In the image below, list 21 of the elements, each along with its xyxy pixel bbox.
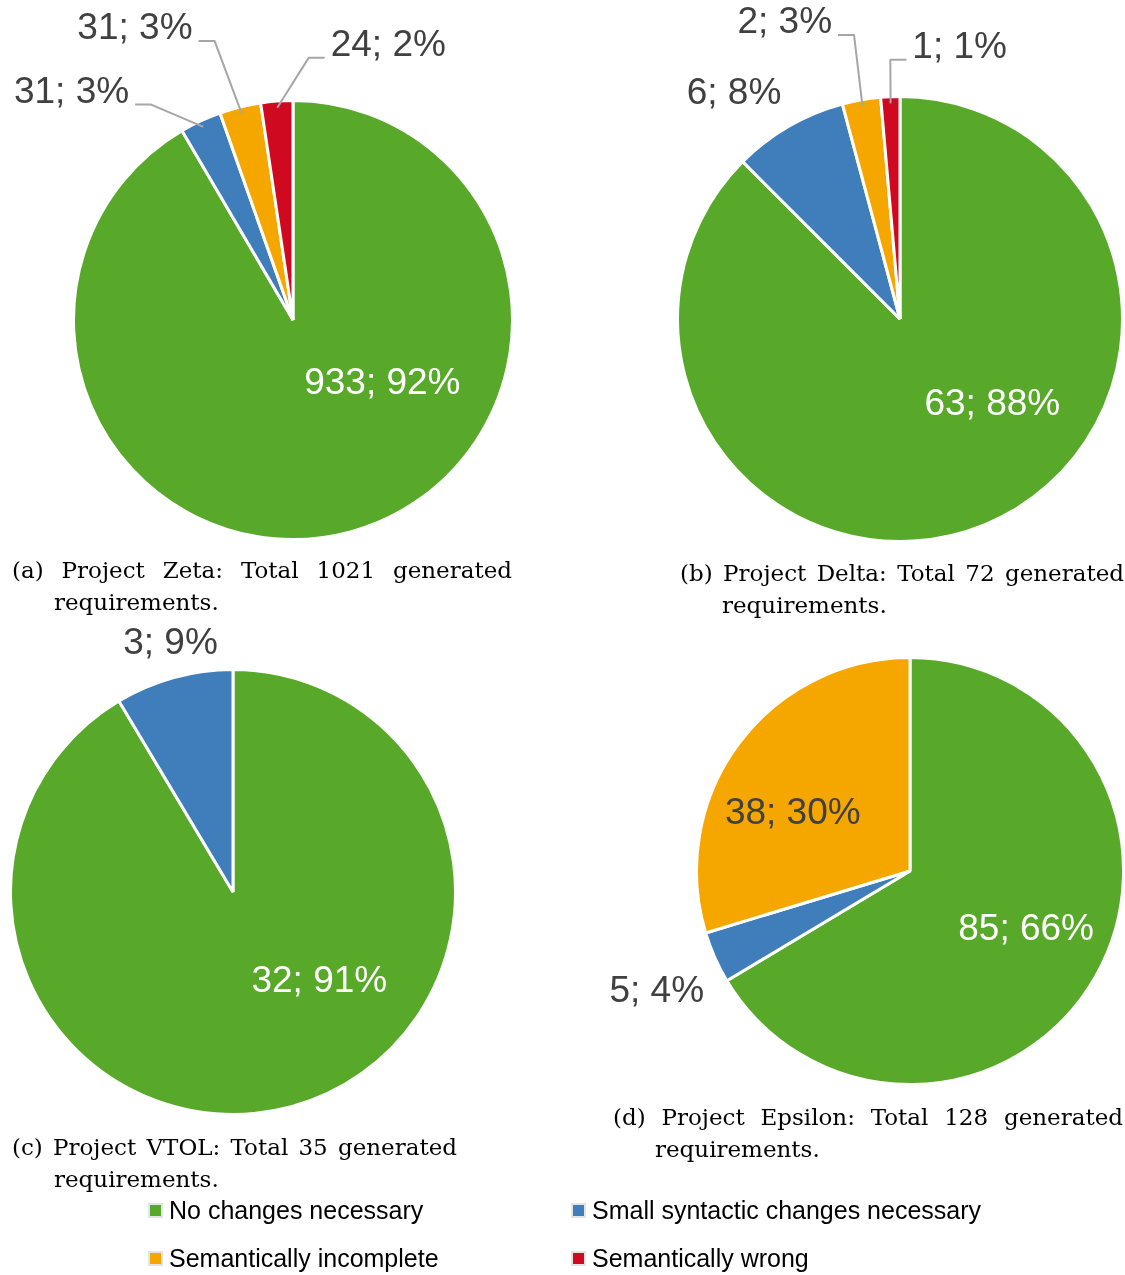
- text: (a) Project Zeta: Total 1021 generated requirements.: [12, 556, 512, 617]
- legend-label: Small syntactic changes necessary: [592, 1195, 982, 1225]
- data-label: 2; 3%: [737, 0, 833, 42]
- legend-label: Semantically wrong: [592, 1243, 809, 1273]
- legend-label: Semantically incomplete: [169, 1243, 439, 1273]
- data-label: 933; 92%: [304, 360, 461, 402]
- data-label: 3; 9%: [123, 620, 218, 662]
- text: (c) Project VTOL: Total 35 generated requirements.: [12, 1133, 457, 1194]
- data-label: 5; 4%: [609, 969, 705, 1011]
- data-label: 31; 3%: [77, 6, 193, 48]
- data-label: 24; 2%: [330, 23, 446, 65]
- text: (b) Project Delta: Total 72 generated requirements.: [680, 559, 1124, 620]
- text: (d) Project Epsilon: Total 128 generated requirements.: [613, 1103, 1123, 1164]
- data-label: 85; 66%: [958, 906, 1095, 948]
- data-label: 38; 30%: [724, 790, 861, 832]
- data-label: 32; 91%: [251, 958, 388, 1000]
- data-label: 31; 3%: [13, 69, 130, 111]
- data-label: 6; 8%: [686, 70, 782, 112]
- data-label: 1; 1%: [912, 24, 1007, 66]
- data-label: 63; 88%: [924, 381, 1061, 423]
- legend-label: No changes necessary: [169, 1195, 424, 1225]
